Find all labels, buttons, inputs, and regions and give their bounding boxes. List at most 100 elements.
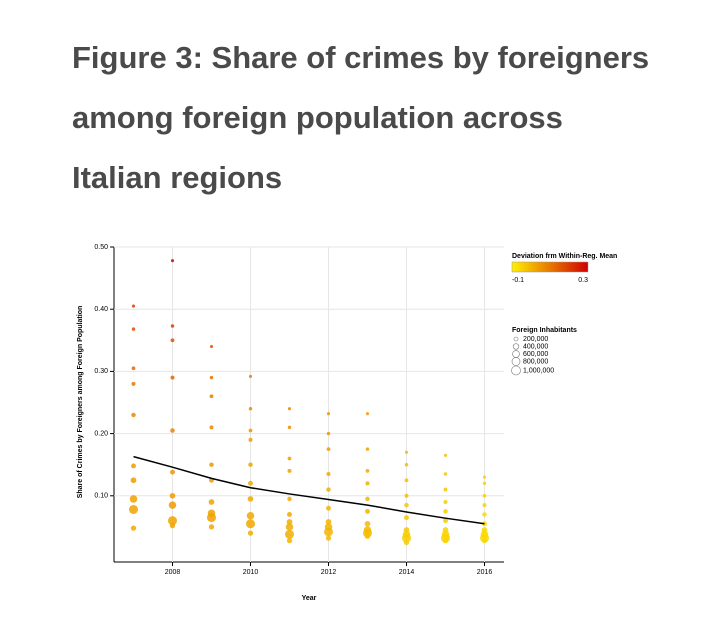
point <box>170 324 175 328</box>
point <box>287 511 292 517</box>
point <box>404 493 409 498</box>
point <box>286 537 293 544</box>
point <box>130 477 137 484</box>
point <box>285 523 294 531</box>
size-legend-marker <box>512 350 520 358</box>
point <box>247 530 254 536</box>
color-legend-label: 0.3 <box>578 277 588 284</box>
point <box>443 518 448 524</box>
size-legend-title: Foreign Inhabitants <box>512 327 577 334</box>
point <box>287 496 292 502</box>
point <box>169 522 176 529</box>
point <box>170 428 175 433</box>
point <box>209 394 214 399</box>
point <box>170 469 175 475</box>
point <box>286 519 293 525</box>
size-legend-marker <box>511 365 521 376</box>
point <box>443 487 448 492</box>
point <box>364 533 371 539</box>
point <box>482 521 487 527</box>
point <box>402 533 411 543</box>
point <box>365 447 370 451</box>
point <box>443 500 448 505</box>
x-tick-label: 2012 <box>321 569 337 576</box>
point <box>209 462 214 467</box>
point <box>207 513 216 523</box>
point <box>248 480 253 486</box>
point <box>285 529 294 539</box>
point <box>131 381 136 386</box>
point <box>209 425 214 430</box>
size-legend-marker <box>512 343 520 350</box>
point <box>482 512 487 517</box>
point <box>365 481 370 486</box>
point <box>246 511 255 520</box>
point <box>365 496 370 502</box>
point <box>287 456 292 461</box>
point <box>248 437 253 442</box>
point <box>443 509 448 514</box>
point <box>130 525 137 531</box>
point <box>247 496 254 502</box>
x-tick-label: 2010 <box>243 569 259 576</box>
point <box>248 406 253 411</box>
point <box>208 499 215 505</box>
point <box>131 366 136 371</box>
size-legend-marker <box>511 357 521 366</box>
point <box>170 259 175 263</box>
point <box>209 375 214 380</box>
point <box>129 495 138 503</box>
point <box>403 539 410 546</box>
point <box>404 515 409 521</box>
color-legend-bar <box>511 261 589 273</box>
y-axis-title: Share of Crimes by Foreigners among Fore… <box>77 306 84 499</box>
point <box>248 462 253 467</box>
point <box>404 478 409 483</box>
point <box>168 501 177 509</box>
trend-line <box>133 455 485 525</box>
size-legend-marker <box>513 336 519 342</box>
point <box>482 481 487 486</box>
color-legend-label: -0.1 <box>512 277 524 284</box>
point <box>443 472 448 476</box>
chart-title: Figure 3: Share of crimes by foreigners … <box>72 40 650 195</box>
point <box>170 375 175 380</box>
point <box>129 504 138 514</box>
point <box>248 374 253 378</box>
point <box>482 503 487 508</box>
point <box>248 428 253 433</box>
point <box>326 412 331 416</box>
point <box>482 475 487 479</box>
point <box>287 468 292 473</box>
point <box>131 327 136 331</box>
size-legend-label: 800,000 <box>523 358 548 365</box>
point <box>365 508 370 514</box>
point <box>131 463 136 469</box>
y-tick-label: 0.30 <box>94 368 108 375</box>
y-tick-label: 0.10 <box>94 493 108 500</box>
point <box>481 537 488 544</box>
point <box>365 412 370 416</box>
point <box>131 412 136 418</box>
point <box>404 450 409 454</box>
point <box>168 516 177 526</box>
x-tick-label: 2008 <box>165 569 181 576</box>
point <box>364 520 371 527</box>
point <box>287 407 292 411</box>
point <box>404 502 409 508</box>
point <box>442 537 449 544</box>
color-legend-title: Deviation frm Within-Reg. Mean <box>512 253 617 260</box>
size-legend-label: 200,000 <box>523 336 548 343</box>
point <box>246 519 255 529</box>
point <box>326 447 331 452</box>
point <box>170 338 175 343</box>
point <box>169 492 176 499</box>
point <box>482 493 487 498</box>
x-axis-title: Year <box>302 595 317 602</box>
point <box>287 425 292 430</box>
point <box>365 469 370 473</box>
y-tick-label: 0.20 <box>94 430 108 437</box>
point <box>209 344 214 349</box>
